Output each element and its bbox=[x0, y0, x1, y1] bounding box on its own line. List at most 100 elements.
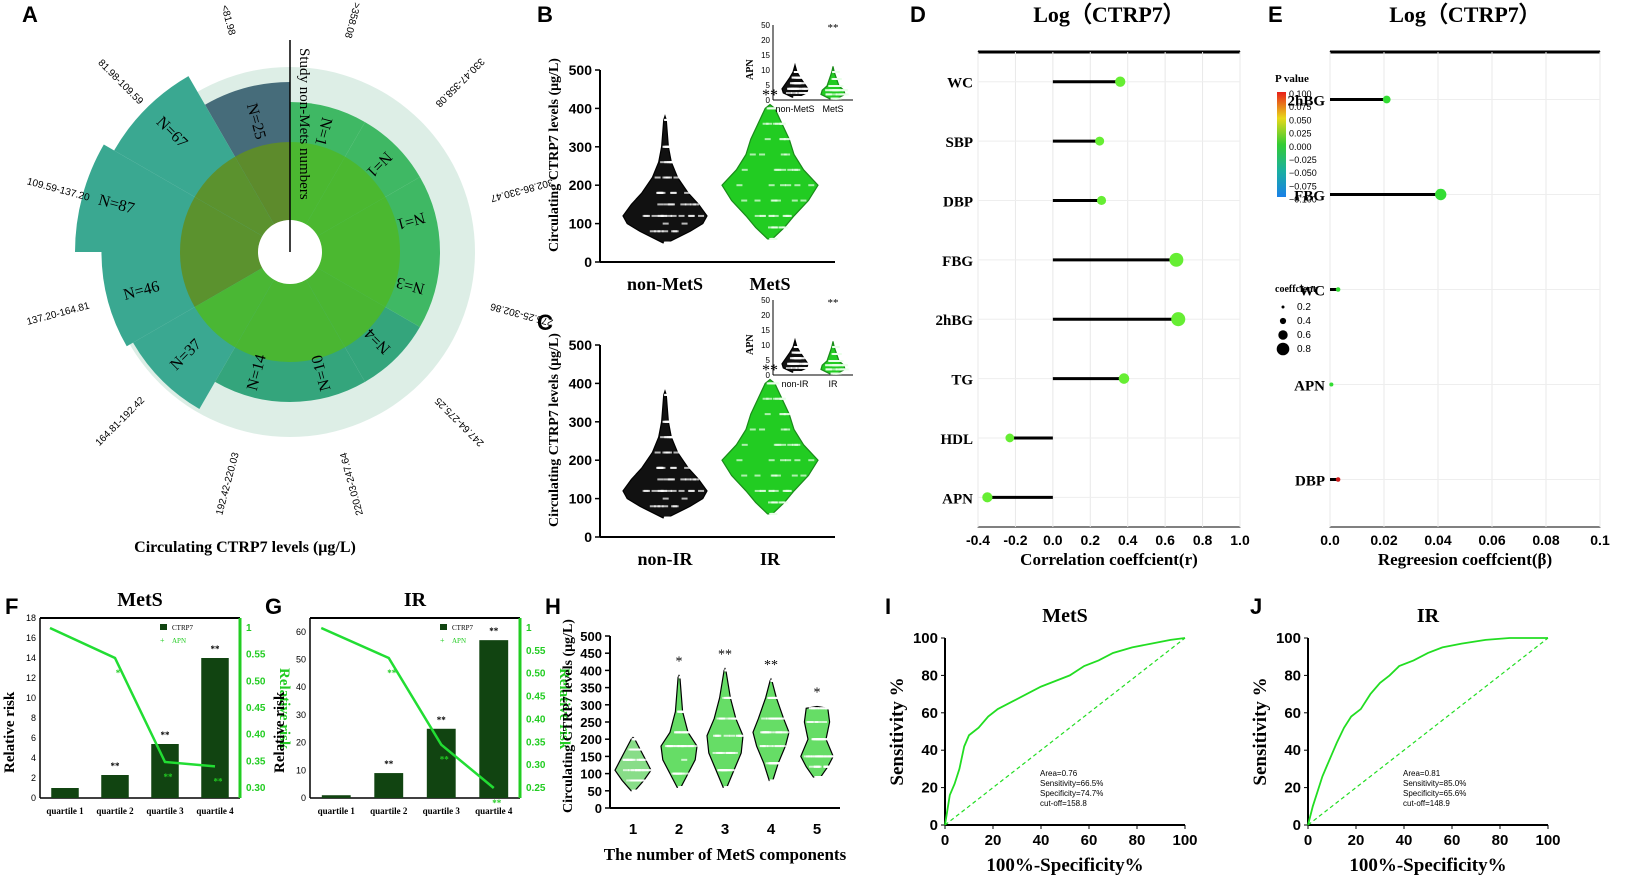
violin-point bbox=[736, 459, 743, 462]
y-category-label: DBP bbox=[943, 194, 973, 210]
violin-point bbox=[768, 214, 775, 217]
violin-point bbox=[812, 721, 819, 723]
violin-point bbox=[773, 443, 780, 446]
violin-point bbox=[673, 745, 680, 748]
legend-size-dot bbox=[1281, 305, 1285, 309]
y2-tick-label: 1 bbox=[526, 623, 532, 634]
x-category-label: IR bbox=[760, 549, 781, 569]
violin-point bbox=[780, 428, 787, 431]
roc-annotation: Specificity=65.6% bbox=[1403, 789, 1466, 798]
violin-point bbox=[775, 731, 782, 734]
radial-count-label: N=1 bbox=[395, 209, 427, 233]
violin-point bbox=[678, 489, 685, 492]
violin-point bbox=[687, 489, 694, 492]
y-axis-title: Relative risk bbox=[272, 691, 288, 773]
lollipop-dot bbox=[1095, 136, 1105, 146]
y-tick-label: 100 bbox=[569, 216, 593, 232]
lollipop-dot bbox=[1096, 195, 1107, 205]
violin-point bbox=[634, 769, 641, 772]
violin-point bbox=[749, 428, 756, 431]
violin-point bbox=[664, 436, 671, 439]
panel-label-a: A bbox=[22, 2, 38, 27]
panel-i-roc: MetS 00 20 20 40 40 60 60 80 80 100 100 100%-Specifi… bbox=[887, 605, 1198, 876]
violin-point bbox=[784, 428, 791, 431]
violin-point bbox=[793, 351, 800, 354]
x-tick-label: 0.2 bbox=[1081, 532, 1101, 548]
y-category-label: TG bbox=[951, 373, 973, 389]
violin-point bbox=[778, 226, 785, 229]
panel-d-lollipop: Log（CTRP7） -0.4 -0.2 0.0 0.2 0.4 0.6 0.8 1.0 Corr… bbox=[935, 2, 1316, 569]
y2-tick-label: 0.50 bbox=[526, 669, 546, 680]
violin-point bbox=[657, 478, 664, 481]
y-tick-label: 2 bbox=[31, 773, 36, 783]
significance-marker: ** bbox=[764, 658, 778, 673]
y2-tick-label: 0.55 bbox=[526, 646, 546, 657]
violin-point bbox=[779, 122, 786, 125]
inset-category-label: MetS bbox=[822, 104, 843, 114]
x-tick-label: 0.08 bbox=[1532, 532, 1559, 548]
violin-point bbox=[807, 721, 814, 723]
x-tick-label: 40 bbox=[1396, 832, 1413, 849]
violin-point bbox=[785, 367, 792, 369]
reference-diagonal bbox=[1307, 637, 1549, 826]
violin-point bbox=[783, 214, 790, 217]
radial-category-label: 247.64-275.25 bbox=[433, 395, 487, 449]
y-tick-label: 10 bbox=[296, 765, 306, 775]
panel-label-d: D bbox=[910, 2, 926, 27]
violin-point bbox=[631, 738, 638, 741]
violin-point bbox=[629, 779, 636, 782]
violin-point bbox=[772, 382, 779, 385]
y-tick-label: 100 bbox=[1276, 630, 1301, 647]
roc-annotation: Specificity=74.7% bbox=[1040, 789, 1103, 798]
violin-point bbox=[800, 199, 807, 202]
violin-point bbox=[759, 489, 766, 492]
y2-tick-label: 1 bbox=[246, 623, 252, 634]
y-category-label: FBG bbox=[942, 254, 973, 270]
y-tick-label: 20 bbox=[921, 780, 938, 797]
x-tick-label: 100 bbox=[1535, 832, 1560, 849]
violin-point bbox=[794, 71, 801, 73]
y-tick-label: 6 bbox=[31, 733, 36, 743]
radial-category-label: 109.59-137.20 bbox=[26, 176, 92, 203]
violin-point bbox=[823, 755, 830, 758]
violin-point bbox=[654, 176, 661, 179]
violin-point bbox=[664, 516, 671, 519]
panel-f-bar-line: MetS 0 2 4 6 8 10 12 14 16 18 0.30 0.35 0.40 0.45 0.50 0… bbox=[2, 589, 292, 816]
legend-bar-label: CTRP7 bbox=[452, 624, 474, 632]
violin-point bbox=[799, 82, 806, 85]
violin-point bbox=[667, 203, 674, 206]
violin-point bbox=[828, 360, 835, 362]
violin-point bbox=[782, 501, 789, 504]
violin-point bbox=[770, 512, 777, 515]
bar-significance: ** bbox=[211, 644, 221, 654]
violin-point bbox=[670, 191, 677, 194]
panel-label-g: G bbox=[265, 594, 282, 619]
violin-point bbox=[774, 199, 781, 202]
violin-point bbox=[808, 184, 815, 187]
violin-point bbox=[830, 364, 837, 367]
bar bbox=[151, 744, 179, 798]
violin-point bbox=[767, 226, 774, 229]
inset-y-tick-label: 0 bbox=[766, 371, 771, 380]
violin-point bbox=[651, 489, 658, 492]
violin-point bbox=[838, 364, 845, 367]
y-tick-label: 0 bbox=[31, 793, 36, 803]
inset-y-tick-label: 20 bbox=[761, 311, 770, 320]
violin-point bbox=[835, 78, 842, 80]
y-axis-title: Sensitivity % bbox=[887, 677, 908, 785]
significance-marker: ** bbox=[762, 362, 778, 379]
bar-significance: ** bbox=[111, 761, 121, 771]
violin-point bbox=[649, 230, 656, 233]
y-tick-label: 18 bbox=[26, 613, 36, 623]
violin-point bbox=[723, 786, 730, 789]
x-tick-label: 0.8 bbox=[1193, 532, 1213, 548]
violin-point bbox=[826, 368, 833, 371]
panel-label-h: H bbox=[545, 594, 561, 619]
plot-frame bbox=[977, 51, 1241, 528]
lollipop-dot bbox=[1118, 373, 1130, 384]
y2-tick-label: 0.25 bbox=[526, 783, 546, 794]
violin-point bbox=[841, 89, 848, 92]
violin-point bbox=[821, 721, 828, 723]
violin-point bbox=[732, 717, 739, 720]
